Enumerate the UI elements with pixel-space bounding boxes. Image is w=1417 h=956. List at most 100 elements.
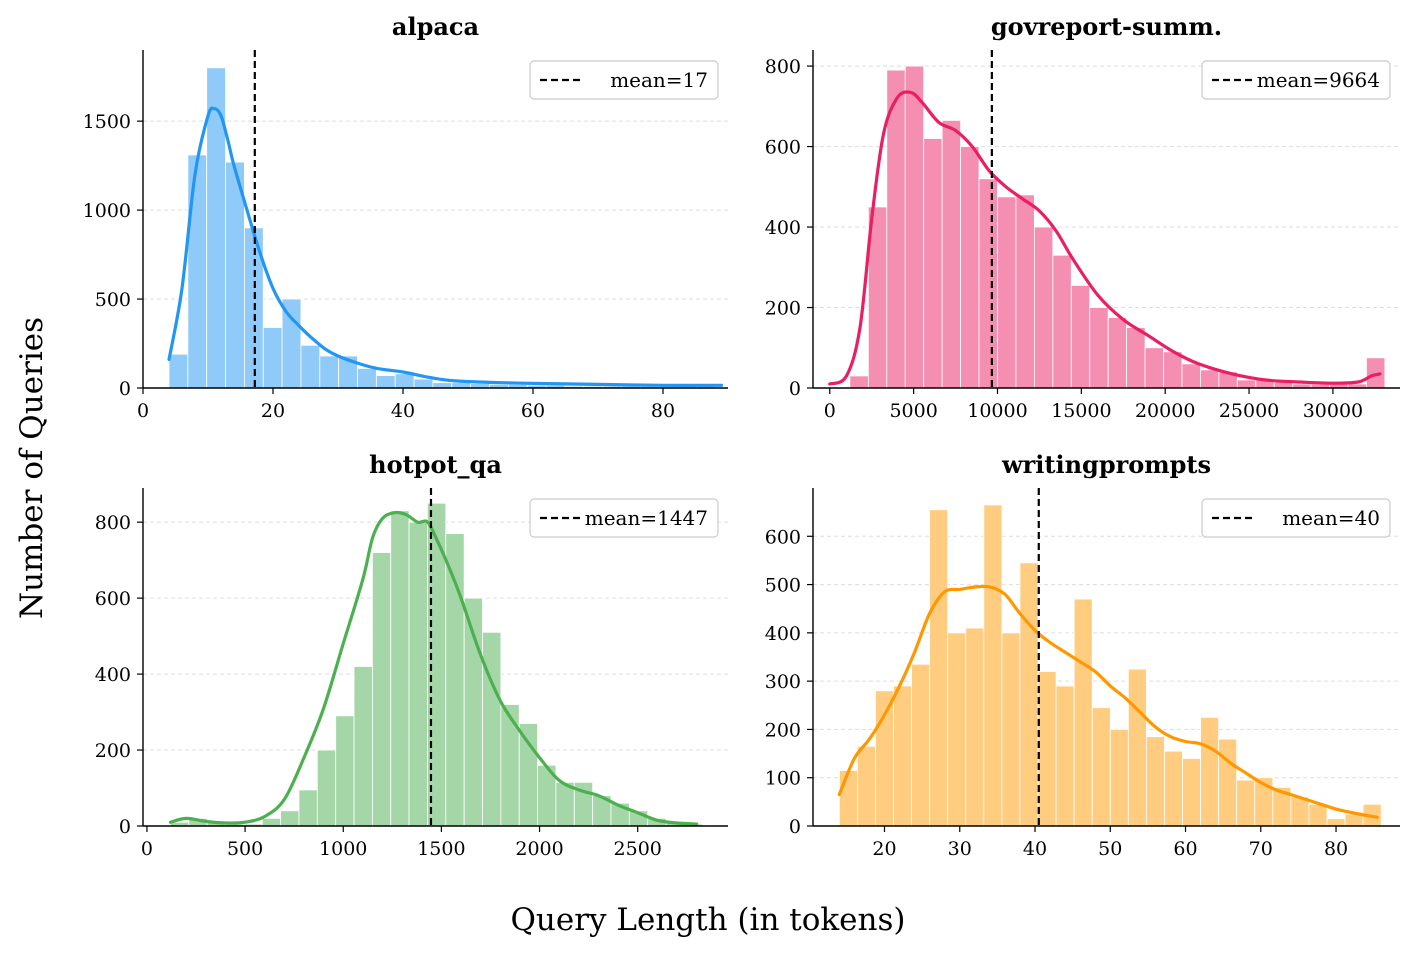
kde-curve bbox=[837, 584, 1379, 819]
x-tick-label: 15000 bbox=[1051, 400, 1111, 422]
histogram-bar bbox=[838, 770, 858, 827]
histogram-bar bbox=[319, 355, 340, 389]
histogram-bar bbox=[997, 196, 1017, 389]
histogram-bar bbox=[960, 146, 980, 389]
x-tick-label: 5000 bbox=[889, 400, 937, 422]
histogram-bar bbox=[371, 552, 392, 827]
legend-box bbox=[1201, 60, 1391, 100]
panel-govreport: 0 5000 10000 15000 20000 25000 30000 0 200 400 600… bbox=[765, 12, 1400, 422]
histogram-bar bbox=[857, 745, 876, 827]
histogram-bar bbox=[1200, 369, 1220, 389]
histogram-bar bbox=[1052, 254, 1072, 389]
histogram-bar bbox=[261, 818, 282, 827]
histogram-bar bbox=[1019, 562, 1039, 827]
histogram-bar bbox=[375, 375, 396, 389]
panel-title: hotpot_qa bbox=[369, 450, 502, 479]
histogram-bar bbox=[1127, 668, 1147, 827]
histogram-bar bbox=[1200, 716, 1220, 827]
histogram-bar bbox=[1308, 803, 1328, 827]
histogram-bar bbox=[482, 631, 502, 827]
figure-x-axis-label: Query Length (in tokens) bbox=[511, 902, 906, 938]
x-tick-label: 25000 bbox=[1219, 400, 1279, 422]
x-tick-label: 0 bbox=[141, 838, 153, 860]
histogram-bar bbox=[451, 382, 472, 389]
histogram-bar bbox=[904, 65, 925, 389]
histogram-bar bbox=[983, 504, 1003, 827]
histogram-bar bbox=[280, 810, 300, 827]
legend-label: mean=40 bbox=[1282, 506, 1380, 530]
legend-box bbox=[1201, 498, 1391, 538]
y-tick-label: 300 bbox=[765, 671, 801, 693]
histogram-bar bbox=[1089, 307, 1109, 389]
histogram-bar bbox=[1326, 818, 1346, 827]
x-tick-label: 70 bbox=[1249, 838, 1273, 860]
panel-title: govreport-summ. bbox=[991, 12, 1222, 41]
y-tick-label: 500 bbox=[95, 289, 131, 311]
y-tick-label: 600 bbox=[95, 588, 131, 610]
histogram-bar bbox=[357, 368, 377, 389]
y-tick-label: 400 bbox=[95, 664, 131, 686]
histogram-bar bbox=[1145, 736, 1165, 827]
histogram-bar bbox=[886, 69, 906, 389]
histogram-bar bbox=[1107, 317, 1128, 389]
histogram-bar bbox=[941, 120, 961, 389]
histogram-bar bbox=[1037, 671, 1057, 827]
histogram-bar bbox=[965, 627, 985, 827]
x-tick-label: 0 bbox=[824, 400, 836, 422]
x-tick-label: 20 bbox=[872, 838, 896, 860]
histogram-bar bbox=[300, 344, 321, 389]
legend-label: mean=9664 bbox=[1257, 68, 1380, 92]
histogram-bar bbox=[875, 690, 894, 827]
histogram-bar bbox=[1163, 351, 1183, 389]
histogram-bar bbox=[500, 704, 520, 827]
histogram-bar bbox=[298, 789, 318, 827]
x-tick-label: 1500 bbox=[417, 838, 465, 860]
histogram-bar bbox=[1181, 363, 1201, 389]
histogram-bar bbox=[187, 154, 208, 389]
y-tick-label: 1000 bbox=[83, 200, 131, 222]
y-tick-label: 0 bbox=[119, 378, 131, 400]
histogram-bar bbox=[413, 378, 434, 389]
x-tick-label: 20 bbox=[261, 400, 285, 422]
legend-label: mean=17 bbox=[610, 68, 708, 92]
histogram-bar bbox=[353, 666, 373, 827]
x-tick-label: 80 bbox=[651, 400, 675, 422]
histogram-bar bbox=[390, 510, 410, 827]
x-tick-label: 30 bbox=[948, 838, 972, 860]
x-tick-label: 80 bbox=[1324, 838, 1348, 860]
y-tick-label: 800 bbox=[95, 512, 131, 534]
histogram-bar bbox=[1290, 796, 1310, 827]
y-tick-label: 0 bbox=[789, 816, 801, 838]
histogram-bar bbox=[335, 715, 355, 827]
histogram-bar bbox=[978, 178, 998, 389]
y-tick-label: 1500 bbox=[83, 111, 131, 133]
panel-writingprompts: 20 30 40 50 60 70 80 0 100 200 300 400 500 600 writing… bbox=[765, 450, 1400, 860]
y-tick-label: 100 bbox=[765, 768, 801, 790]
panel-alpaca: 0 20 40 60 80 0 500 1000 1500 alpaca mean=17 bbox=[83, 12, 728, 422]
kde-curve bbox=[168, 510, 699, 826]
x-tick-label: 60 bbox=[521, 400, 545, 422]
histogram-bar bbox=[1182, 758, 1201, 827]
histogram-bar bbox=[1001, 632, 1021, 827]
x-tick-label: 2000 bbox=[515, 838, 563, 860]
x-tick-label: 2500 bbox=[614, 838, 662, 860]
legend-box bbox=[529, 498, 719, 538]
y-tick-label: 200 bbox=[765, 719, 801, 741]
y-tick-label: 600 bbox=[765, 526, 801, 548]
histogram-bar bbox=[1366, 357, 1386, 389]
legend-box bbox=[529, 60, 719, 100]
x-tick-label: 50 bbox=[1098, 838, 1122, 860]
histogram-bar bbox=[923, 138, 943, 389]
figure-y-axis-label: Number of Queries bbox=[14, 317, 50, 619]
x-tick-label: 40 bbox=[391, 400, 415, 422]
histogram-bar bbox=[168, 353, 189, 389]
histogram-bar bbox=[316, 749, 337, 827]
y-tick-label: 800 bbox=[765, 56, 801, 78]
histogram-bar bbox=[893, 685, 912, 827]
histogram-bar bbox=[1144, 347, 1164, 389]
histogram-bar bbox=[432, 382, 453, 389]
histogram-bar bbox=[849, 375, 869, 389]
kde-curve bbox=[167, 106, 724, 387]
histogram-bar bbox=[394, 373, 415, 389]
